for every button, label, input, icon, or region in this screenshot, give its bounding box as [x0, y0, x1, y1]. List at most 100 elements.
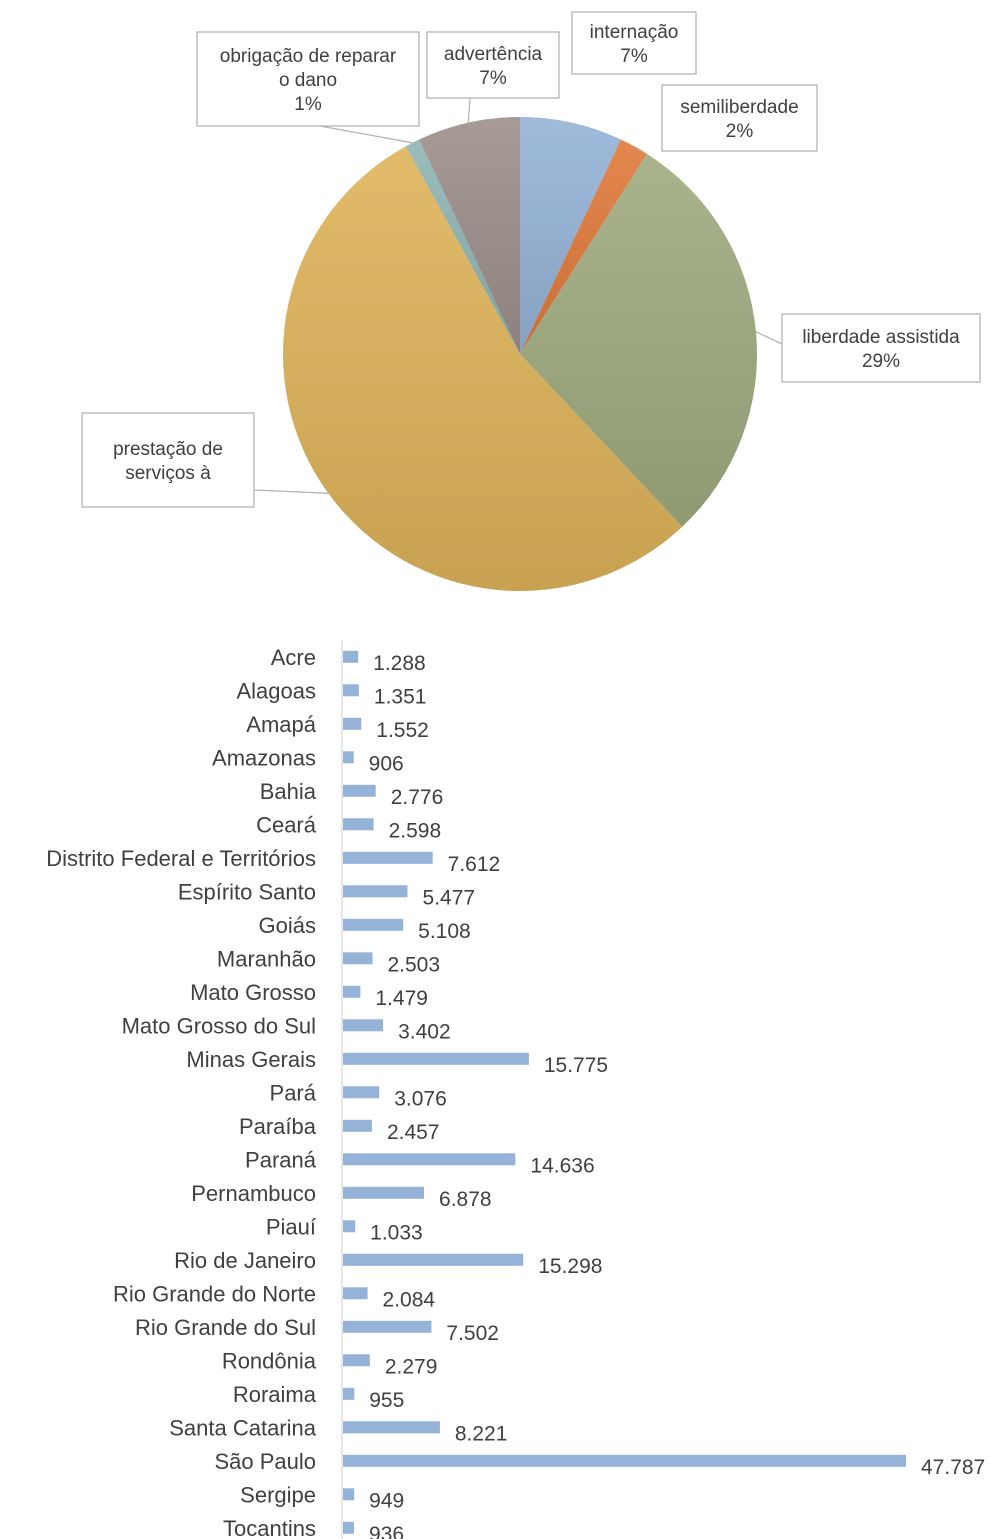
data-label: 2.598 — [389, 819, 442, 842]
data-label: 949 — [369, 1489, 404, 1512]
pie-label-text: serviços à — [125, 463, 211, 484]
data-label: 14.636 — [530, 1154, 594, 1177]
category-label: Goiás — [259, 913, 316, 938]
bar — [343, 1253, 524, 1266]
data-label: 8.221 — [455, 1422, 508, 1445]
category-label: Espírito Santo — [178, 879, 316, 904]
pie-slice-shade — [520, 117, 621, 354]
category-label: Ceará — [256, 812, 317, 837]
bar — [343, 818, 374, 831]
category-label: Rio Grande do Sul — [135, 1315, 316, 1340]
data-label: 47.787 — [921, 1456, 985, 1479]
data-label: 2.776 — [391, 786, 444, 809]
data-label: 7.502 — [446, 1322, 499, 1345]
pie-label-text: semiliberdade — [680, 97, 798, 118]
pie-percent-label: 7% — [620, 46, 648, 67]
bar — [343, 885, 408, 898]
pie-label-box — [781, 313, 981, 383]
data-label: 1.479 — [375, 987, 428, 1010]
bar — [343, 1354, 370, 1367]
pie-slice-shade — [419, 117, 520, 354]
bar — [343, 1019, 384, 1032]
pie-label-text: liberdade assistida — [802, 327, 960, 348]
category-label: Paraná — [245, 1147, 317, 1172]
bar — [343, 1186, 424, 1199]
pie-label-text: prestação de — [113, 439, 223, 460]
pie-slice-shade — [405, 139, 520, 354]
category-label: Sergipe — [240, 1482, 316, 1507]
data-label: 2.457 — [387, 1121, 440, 1144]
pie-leader-line — [633, 145, 643, 152]
bar — [343, 1454, 906, 1467]
pie-slice-shade — [520, 139, 647, 354]
pie-percent-label: 2% — [726, 121, 754, 142]
category-label: Minas Gerais — [186, 1047, 316, 1072]
pie-label-text: obrigação de reparar — [220, 46, 397, 67]
data-label: 2.503 — [387, 953, 440, 976]
data-label: 15.298 — [538, 1255, 602, 1278]
bar — [343, 1153, 516, 1166]
bar — [343, 650, 359, 663]
category-label: Rio de Janeiro — [174, 1248, 316, 1273]
data-label: 1.351 — [374, 685, 427, 708]
category-label: Pará — [270, 1080, 317, 1105]
pie-label-text: advertência — [444, 44, 543, 65]
pie-label-box — [571, 11, 697, 75]
pie-chart: internação 7% semiliberdade 2% liberdade ass… — [81, 11, 981, 591]
category-label: Maranhão — [217, 946, 316, 971]
data-label: 2.279 — [385, 1355, 438, 1378]
category-label: Rio Grande do Norte — [113, 1281, 316, 1306]
pie-label-box — [196, 31, 420, 127]
category-label: São Paulo — [214, 1449, 316, 1474]
pie-label-text: internação — [590, 22, 679, 43]
bar — [343, 1119, 372, 1132]
pie-label-text: o dano — [279, 70, 337, 91]
bar — [343, 1086, 380, 1099]
category-label: Rondônia — [222, 1348, 317, 1373]
category-label: Roraima — [233, 1382, 317, 1407]
bar — [343, 918, 404, 931]
category-label: Amazonas — [212, 745, 316, 770]
bar — [343, 1320, 432, 1333]
bar — [343, 952, 373, 965]
pie-percent-label: 1% — [294, 94, 322, 115]
data-label: 1.033 — [370, 1221, 423, 1244]
data-label: 2.084 — [383, 1288, 436, 1311]
category-label: Paraíba — [239, 1114, 317, 1139]
data-label: 936 — [369, 1523, 404, 1539]
data-label: 3.402 — [398, 1020, 451, 1043]
pie-label-box — [661, 84, 818, 152]
bar — [343, 1387, 355, 1400]
category-label: Amapá — [246, 712, 316, 737]
data-label: 906 — [369, 752, 404, 775]
pie-slice-shade — [520, 153, 758, 527]
bar — [343, 851, 433, 864]
pie-leader-line — [253, 489, 329, 494]
pie-label-box — [81, 412, 255, 508]
bar — [343, 1220, 356, 1233]
category-label: Piauí — [266, 1214, 316, 1239]
pie-label-box — [426, 31, 560, 99]
category-label: Mato Grosso do Sul — [122, 1013, 316, 1038]
data-label: 5.477 — [423, 886, 476, 909]
category-label: Mato Grosso — [190, 980, 316, 1005]
bar — [343, 985, 361, 998]
category-label: Distrito Federal e Territórios — [46, 846, 316, 871]
data-label: 7.612 — [448, 853, 501, 876]
data-label: 3.076 — [394, 1087, 447, 1110]
data-label: 6.878 — [439, 1188, 492, 1211]
pie-percent-label: 7% — [479, 68, 507, 89]
category-label: Pernambuco — [191, 1181, 316, 1206]
pie-slice-shade — [283, 146, 683, 591]
data-label: 955 — [369, 1389, 404, 1412]
bar — [343, 1488, 355, 1501]
bar — [343, 751, 354, 764]
bar-chart: Acre 1.288 Alagoas 1.351 Amapá 1.552 Amazonas 9… — [46, 640, 985, 1539]
category-label: Acre — [271, 645, 316, 670]
category-label: Bahia — [260, 779, 317, 804]
data-label: 1.552 — [376, 719, 429, 742]
category-label: Santa Catarina — [169, 1415, 317, 1440]
pie-leader-line — [467, 97, 471, 123]
bar — [343, 1287, 368, 1300]
